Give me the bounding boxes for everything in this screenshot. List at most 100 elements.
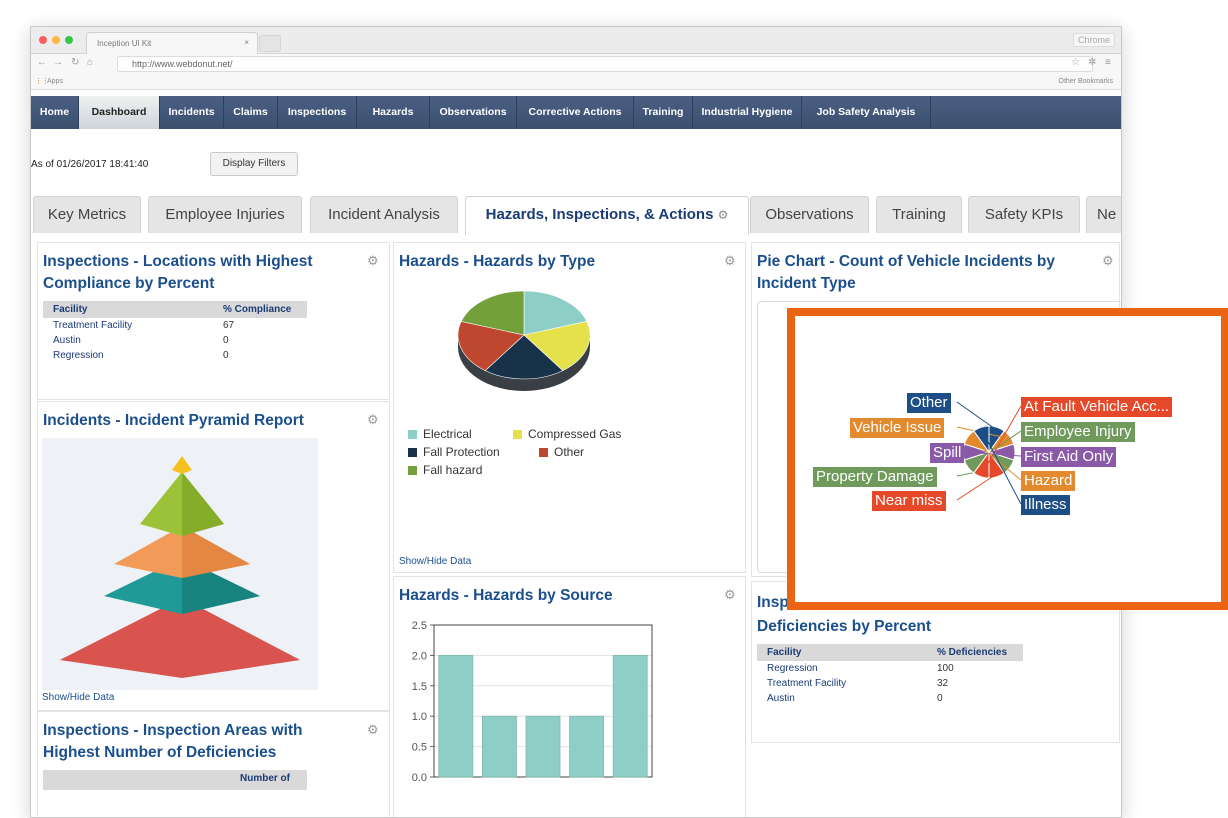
nav-claims[interactable]: Claims bbox=[224, 96, 278, 129]
tab-incident-analysis[interactable]: Incident Analysis bbox=[310, 196, 458, 233]
tab-training[interactable]: Training bbox=[876, 196, 962, 233]
bookmark-star-icon[interactable]: ☆ bbox=[1071, 57, 1080, 68]
tab-next[interactable]: Ne bbox=[1086, 196, 1121, 233]
home-icon[interactable]: ⌂ bbox=[87, 57, 94, 68]
table-row[interactable]: Austin 0 bbox=[43, 333, 307, 348]
reload-icon[interactable]: ↻ bbox=[71, 57, 80, 68]
nav-observations[interactable]: Observations bbox=[430, 96, 517, 129]
new-tab-button[interactable] bbox=[259, 35, 281, 52]
gear-icon[interactable]: ⚙ bbox=[1102, 253, 1114, 268]
nav-inspections[interactable]: Inspections bbox=[278, 96, 357, 129]
nav-hazards[interactable]: Hazards bbox=[357, 96, 430, 129]
pie-slice-electrical[interactable] bbox=[523, 290, 588, 336]
display-filters-button[interactable]: Display Filters bbox=[210, 152, 298, 176]
table-row[interactable]: Treatment Facility 67 bbox=[43, 318, 307, 333]
facility-cell[interactable]: Treatment Facility bbox=[53, 320, 133, 331]
settings-gear-icon[interactable]: ✲ bbox=[1088, 57, 1097, 68]
nav-industrial-hygiene[interactable]: Industrial Hygiene bbox=[693, 96, 802, 129]
legend-swatch bbox=[408, 430, 417, 440]
browser-tab-title: Inception UI Kit bbox=[97, 39, 152, 48]
nav-dashboard[interactable]: Dashboard bbox=[79, 96, 160, 129]
apps-label[interactable]: Apps bbox=[47, 78, 63, 85]
maximize-window-icon[interactable] bbox=[65, 36, 73, 44]
label-hazard: Hazard bbox=[1021, 471, 1076, 491]
gear-icon[interactable]: ⚙ bbox=[367, 722, 379, 737]
facility-cell[interactable]: Regression bbox=[53, 350, 104, 361]
menu-icon[interactable]: ≡ bbox=[1105, 57, 1111, 68]
y-tick-label: 2.0 bbox=[412, 650, 427, 662]
minimize-window-icon[interactable] bbox=[52, 36, 60, 44]
close-tab-icon[interactable]: × bbox=[244, 38, 249, 47]
tab-hazards-inspections-actions[interactable]: Hazards, Inspections, & Actions ⚙ bbox=[465, 196, 749, 235]
tab-gear-icon[interactable]: ⚙ bbox=[717, 208, 729, 222]
facility-cell[interactable]: Austin bbox=[53, 335, 81, 346]
browser-tab[interactable]: Inception UI Kit × bbox=[86, 32, 258, 54]
vehicle-incidents-pie bbox=[956, 401, 1022, 505]
back-icon[interactable]: ← bbox=[37, 57, 47, 68]
table-row[interactable]: Treatment Facility 32 bbox=[757, 676, 1023, 691]
bar-2[interactable] bbox=[525, 715, 561, 778]
bar-4[interactable] bbox=[612, 655, 648, 778]
other-bookmarks[interactable]: Other Bookmarks bbox=[1058, 78, 1113, 85]
tab-key-metrics[interactable]: Key Metrics bbox=[33, 196, 141, 233]
gear-icon[interactable]: ⚙ bbox=[724, 253, 736, 268]
gear-icon[interactable]: ⚙ bbox=[367, 253, 379, 268]
nav-home[interactable]: Home bbox=[31, 96, 79, 129]
bar-1[interactable] bbox=[481, 715, 517, 778]
column-header-compliance[interactable]: % Compliance bbox=[213, 301, 307, 318]
areas-table-header: Number of bbox=[43, 770, 307, 790]
gear-icon[interactable]: ⚙ bbox=[367, 412, 379, 427]
nav-training[interactable]: Training bbox=[634, 96, 693, 129]
label-other: Other bbox=[907, 393, 951, 413]
close-window-icon[interactable] bbox=[39, 36, 47, 44]
legend-item-other[interactable]: Other bbox=[539, 445, 584, 459]
legend-label: Fall Protection bbox=[423, 445, 500, 459]
facility-cell[interactable]: Treatment Facility bbox=[767, 678, 847, 689]
nav-incidents[interactable]: Incidents bbox=[160, 96, 224, 129]
tab-safety-kpis[interactable]: Safety KPIs bbox=[968, 196, 1080, 233]
column-header-facility[interactable]: Facility bbox=[757, 644, 927, 661]
bar-3[interactable] bbox=[569, 715, 605, 778]
column-header-number[interactable]: Number of bbox=[240, 773, 290, 784]
facility-cell[interactable]: Regression bbox=[767, 663, 818, 674]
nav-job-safety-analysis[interactable]: Job Safety Analysis bbox=[802, 96, 931, 129]
nav-corrective-actions[interactable]: Corrective Actions bbox=[517, 96, 634, 129]
tab-observations[interactable]: Observations bbox=[750, 196, 869, 233]
table-row[interactable]: Regression 0 bbox=[43, 348, 307, 363]
gear-icon[interactable]: ⚙ bbox=[724, 587, 736, 602]
hazards-source-bar-chart: 0.0 0.5 1.0 1.5 2.0 2.5 bbox=[412, 620, 653, 784]
legend-item-compressed-gas[interactable]: Compressed Gas bbox=[513, 427, 621, 441]
pie-slice-fall-protection[interactable] bbox=[484, 334, 564, 380]
table-row[interactable]: Austin 0 bbox=[757, 691, 1023, 706]
leader-line-near-miss bbox=[956, 473, 997, 501]
value-cell: 67 bbox=[223, 320, 235, 331]
legend-label: Compressed Gas bbox=[528, 427, 622, 441]
hazards-type-title: Hazards - Hazards by Type bbox=[399, 253, 596, 270]
show-hide-data-link[interactable]: Show/Hide Data bbox=[399, 556, 472, 567]
table-row[interactable]: Regression 100 bbox=[757, 661, 1023, 676]
url-input[interactable]: http://www.webdonut.net/ bbox=[117, 56, 1093, 72]
legend-item-fall-hazard[interactable]: Fall hazard bbox=[408, 463, 482, 477]
legend-item-fall-protection[interactable]: Fall Protection bbox=[408, 445, 500, 459]
y-tick-label: 2.5 bbox=[412, 620, 427, 632]
hazards-type-pie bbox=[457, 290, 591, 391]
hazards-source-title: Hazards - Hazards by Source bbox=[399, 587, 613, 604]
pyramid-title: Incidents - Incident Pyramid Report bbox=[43, 412, 304, 429]
tab-employee-injuries[interactable]: Employee Injuries bbox=[148, 196, 302, 233]
browser-titlebar: Inception UI Kit × Chrome bbox=[31, 27, 1121, 54]
bar-0[interactable] bbox=[438, 655, 474, 778]
legend-label: Electrical bbox=[423, 427, 472, 441]
legend-item-electrical[interactable]: Electrical bbox=[408, 427, 472, 441]
column-header-facility[interactable]: Facility bbox=[43, 301, 213, 318]
y-tick-label: 0.0 bbox=[412, 772, 427, 784]
forward-icon[interactable]: → bbox=[53, 57, 63, 68]
facility-cell[interactable]: Austin bbox=[767, 693, 795, 704]
show-hide-data-link[interactable]: Show/Hide Data bbox=[42, 692, 115, 703]
apps-grid-icon[interactable]: ⋮⋮ bbox=[35, 78, 49, 85]
pie-slice-illness[interactable] bbox=[973, 425, 990, 454]
pie-slice-compressed-gas[interactable] bbox=[523, 321, 591, 371]
label-illness: Illness bbox=[1021, 495, 1070, 515]
column-header-deficiencies[interactable]: % Deficiencies bbox=[927, 644, 1023, 661]
pie-slice-fall-hazard[interactable] bbox=[460, 290, 525, 336]
pie-slice-other[interactable] bbox=[457, 321, 525, 371]
